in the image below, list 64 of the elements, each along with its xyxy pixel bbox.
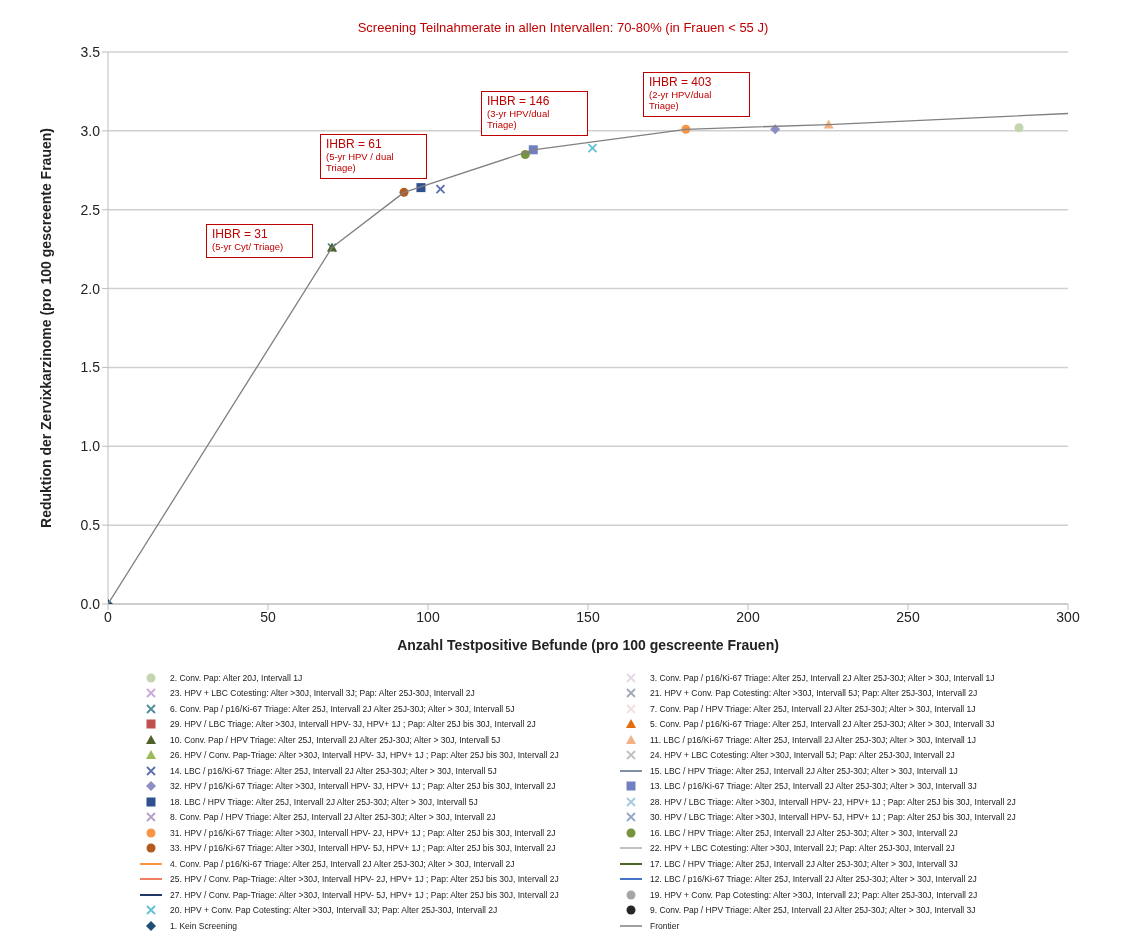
legend-label: 26. HPV / Conv. Pap-Triage: Alter >30J, Intervall HPV- 3J, HPV+ 1J ; Pap: Alter 25J bis 30J, Intervall 2J	[170, 750, 559, 761]
x-tick-label: 250	[896, 608, 920, 625]
y-tick-label: 0.5	[80, 517, 101, 534]
legend-label: 9. Conv. Pap / HPV Triage: Alter 25J, Intervall 2J Alter 25J-30J; Alter > 30J, Intervall 3J	[650, 905, 976, 916]
x-tick-label: 300	[1056, 608, 1080, 625]
legend-label: 20. HPV + Conv. Pap Cotesting: Alter >30J, Intervall 3J; Pap: Alter 25J-30J, Intervall 2J	[170, 905, 498, 916]
legend-label: 8. Conv. Pap / HPV Triage: Alter 25J, Intervall 2J Alter 25J-30J; Alter > 30J, Intervall 2J	[170, 812, 496, 823]
x-tick-label: 200	[736, 608, 760, 625]
legend-label: 33. HPV / p16/Ki-67 Triage: Alter >30J, Intervall HPV- 5J, HPV+ 1J ; Pap: Alter 25J bis 30J, Intervall 2J	[170, 843, 556, 854]
legend-label: 12. LBC / p16/Ki-67 Triage: Alter 25J, Intervall 2J Alter 25J-30J; Alter > 30J, Intervall 2J	[650, 874, 977, 885]
legend-label: 4. Conv. Pap / p16/Ki-67 Triage: Alter 25J, Intervall 2J Alter 25J-30J; Alter > 30J, Intervall 2J	[170, 858, 515, 869]
point	[770, 124, 781, 135]
legend-label: 16. LBC / HPV Triage: Alter 25J, Intervall 2J Alter 25J-30J; Alter > 30J, Intervall 2J	[650, 827, 958, 838]
x-tick-label: 150	[576, 608, 600, 625]
x-tick-label: 100	[416, 608, 440, 625]
legend-label: 23. HPV + LBC Cotesting: Alter >30J, Intervall 3J; Pap: Alter 25J-30J, Intervall 2J	[170, 688, 475, 699]
annotation: IHBR = 403 (2-yr HPV/dual Triage)	[649, 75, 713, 112]
y-tick-label: 1.5	[80, 359, 101, 376]
legend-label: 7. Conv. Pap / HPV Triage: Alter 25J, Intervall 2J Alter 25J-30J; Alter > 30J, Intervall 1J	[650, 703, 976, 714]
legend-label: 14. LBC / p16/Ki-67 Triage: Alter 25J, Intervall 2J Alter 25J-30J; Alter > 30J, Intervall 5J	[170, 765, 497, 776]
legend-label: 27. HPV / Conv. Pap-Triage: Alter >30J, Intervall HPV- 5J, HPV+ 1J ; Pap: Alter 25J bis 30J, Intervall 2J	[170, 889, 559, 900]
legend-label: 1. Kein Screening	[170, 920, 238, 931]
y-tick-label: 3.0	[80, 122, 101, 139]
chart-title: Screening Teilnahmerate in allen Intervallen: 70-80% (in Frauen < 55 J)	[356, 19, 770, 37]
legend-label: 24. HPV + LBC Cotesting: Alter >30J, Intervall 5J; Pap: Alter 25J-30J, Intervall 2J	[650, 750, 955, 761]
point	[1014, 123, 1024, 133]
legend-label: 11. LBC / p16/Ki-67 Triage: Alter 25J, Intervall 2J Alter 25J-30J; Alter > 30J, Intervall 1J	[650, 734, 977, 745]
legend-label: Frontier	[650, 920, 680, 931]
y-tick-label: 0.0	[80, 595, 101, 612]
y-tick-label: 3.5	[80, 43, 101, 60]
legend-label: 21. HPV + Conv. Pap Cotesting: Alter >30J, Intervall 5J; Pap: Alter 25J-30J, Intervall 2J	[650, 688, 978, 699]
callout-box: IHBR = 31 (5-yr Cyt/ Triage)	[206, 224, 313, 258]
legend-label: 13. LBC / p16/Ki-67 Triage: Alter 25J, Intervall 2J Alter 25J-30J; Alter > 30J, Intervall 3J	[650, 781, 977, 792]
legend-label: 18. LBC / HPV Triage: Alter 25J, Intervall 2J Alter 25J-30J; Alter > 30J, Intervall 5J	[170, 796, 478, 807]
annotation: IHBR = 61 (5-yr HPV / dual Triage)	[326, 137, 395, 174]
callout-box: IHBR = 146 (3-yr HPV/dual Triage)	[481, 91, 588, 136]
legend-label: 15. LBC / HPV Triage: Alter 25J, Intervall 2J Alter 25J-30J; Alter > 30J, Intervall 1J	[650, 765, 958, 776]
legend-label: 3. Conv. Pap / p16/Ki-67 Triage: Alter 25J, Intervall 2J Alter 25J-30J; Alter > 30J, Intervall 1J	[650, 672, 995, 683]
y-tick-label: 1.0	[80, 438, 101, 455]
callout-box: IHBR = 403 (2-yr HPV/dual Triage)	[643, 72, 750, 117]
legend-label: 10. Conv. Pap / HPV Triage: Alter 25J, Intervall 2J Alter 25J-30J; Alter > 30J, Intervall 5J	[170, 734, 501, 745]
legend-label: 5. Conv. Pap / p16/Ki-67 Triage: Alter 25J, Intervall 2J Alter 25J-30J; Alter > 30J, Intervall 3J	[650, 719, 995, 730]
x-tick-label: 0	[104, 608, 113, 625]
y-axis-title: Reduktion der Zervixkarzinome (pro 100 gescreente Frauen)	[37, 128, 54, 528]
callout-box: IHBR = 61 (5-yr HPV / dual Triage)	[320, 134, 427, 179]
legend-label: 32. HPV / p16/Ki-67 Triage: Alter >30J, Intervall HPV- 3J, HPV+ 1J ; Pap: Alter 25J bis 30J, Intervall 2J	[170, 781, 556, 792]
legend-label: 6. Conv. Pap / p16/Ki-67 Triage: Alter 25J, Intervall 2J Alter 25J-30J; Alter > 30J, Intervall 5J	[170, 703, 515, 714]
legend-label: 2. Conv. Pap: Alter 20J, Intervall 1J	[170, 672, 303, 683]
annotation: IHBR = 31 (5-yr Cyt/ Triage)	[212, 227, 285, 253]
y-tick-label: 2.5	[80, 201, 101, 218]
legend-label: 29. HPV / LBC Triage: Alter >30J, Intervall HPV- 3J, HPV+ 1J ; Pap: Alter 25J bis 30J, Intervall 2J	[170, 719, 536, 730]
y-tick-label: 2.0	[80, 280, 101, 297]
legend-label: 31. HPV / p16/Ki-67 Triage: Alter >30J, Intervall HPV- 2J, HPV+ 1J ; Pap: Alter 25J bis 30J, Intervall 2J	[170, 827, 556, 838]
legend-label: 30. HPV / LBC Triage: Alter >30J, Intervall HPV- 5J, HPV+ 1J ; Pap: Alter 25J bis 30J, Intervall 2J	[650, 812, 1016, 823]
x-axis-title: Anzahl Testpositive Befunde (pro 100 gescreente Frauen)	[397, 637, 779, 653]
legend-label: 25. HPV / Conv. Pap-Triage: Alter >30J, Intervall HPV- 2J, HPV+ 1J ; Pap: Alter 25J bis 30J, Intervall 2J	[170, 874, 559, 885]
x-tick-label: 50	[260, 608, 276, 625]
annotation: IHBR = 146 (3-yr HPV/dual Triage)	[487, 94, 551, 131]
legend-label: 17. LBC / HPV Triage: Alter 25J, Intervall 2J Alter 25J-30J; Alter > 30J, Intervall 3J	[650, 858, 958, 869]
point	[587, 143, 598, 154]
point	[435, 184, 446, 195]
legend-label: 28. HPV / LBC Triage: Alter >30J, Intervall HPV- 2J, HPV+ 1J ; Pap: Alter 25J bis 30J, Intervall 2J	[650, 796, 1016, 807]
legend-label: 22. HPV + LBC Cotesting: Alter >30J, Intervall 2J; Pap: Alter 25J-30J, Intervall 2J	[650, 843, 955, 854]
legend-label: 19. HPV + Conv. Pap Cotesting: Alter >30J, Intervall 2J; Pap: Alter 25J-30J, Intervall 2J	[650, 889, 978, 900]
